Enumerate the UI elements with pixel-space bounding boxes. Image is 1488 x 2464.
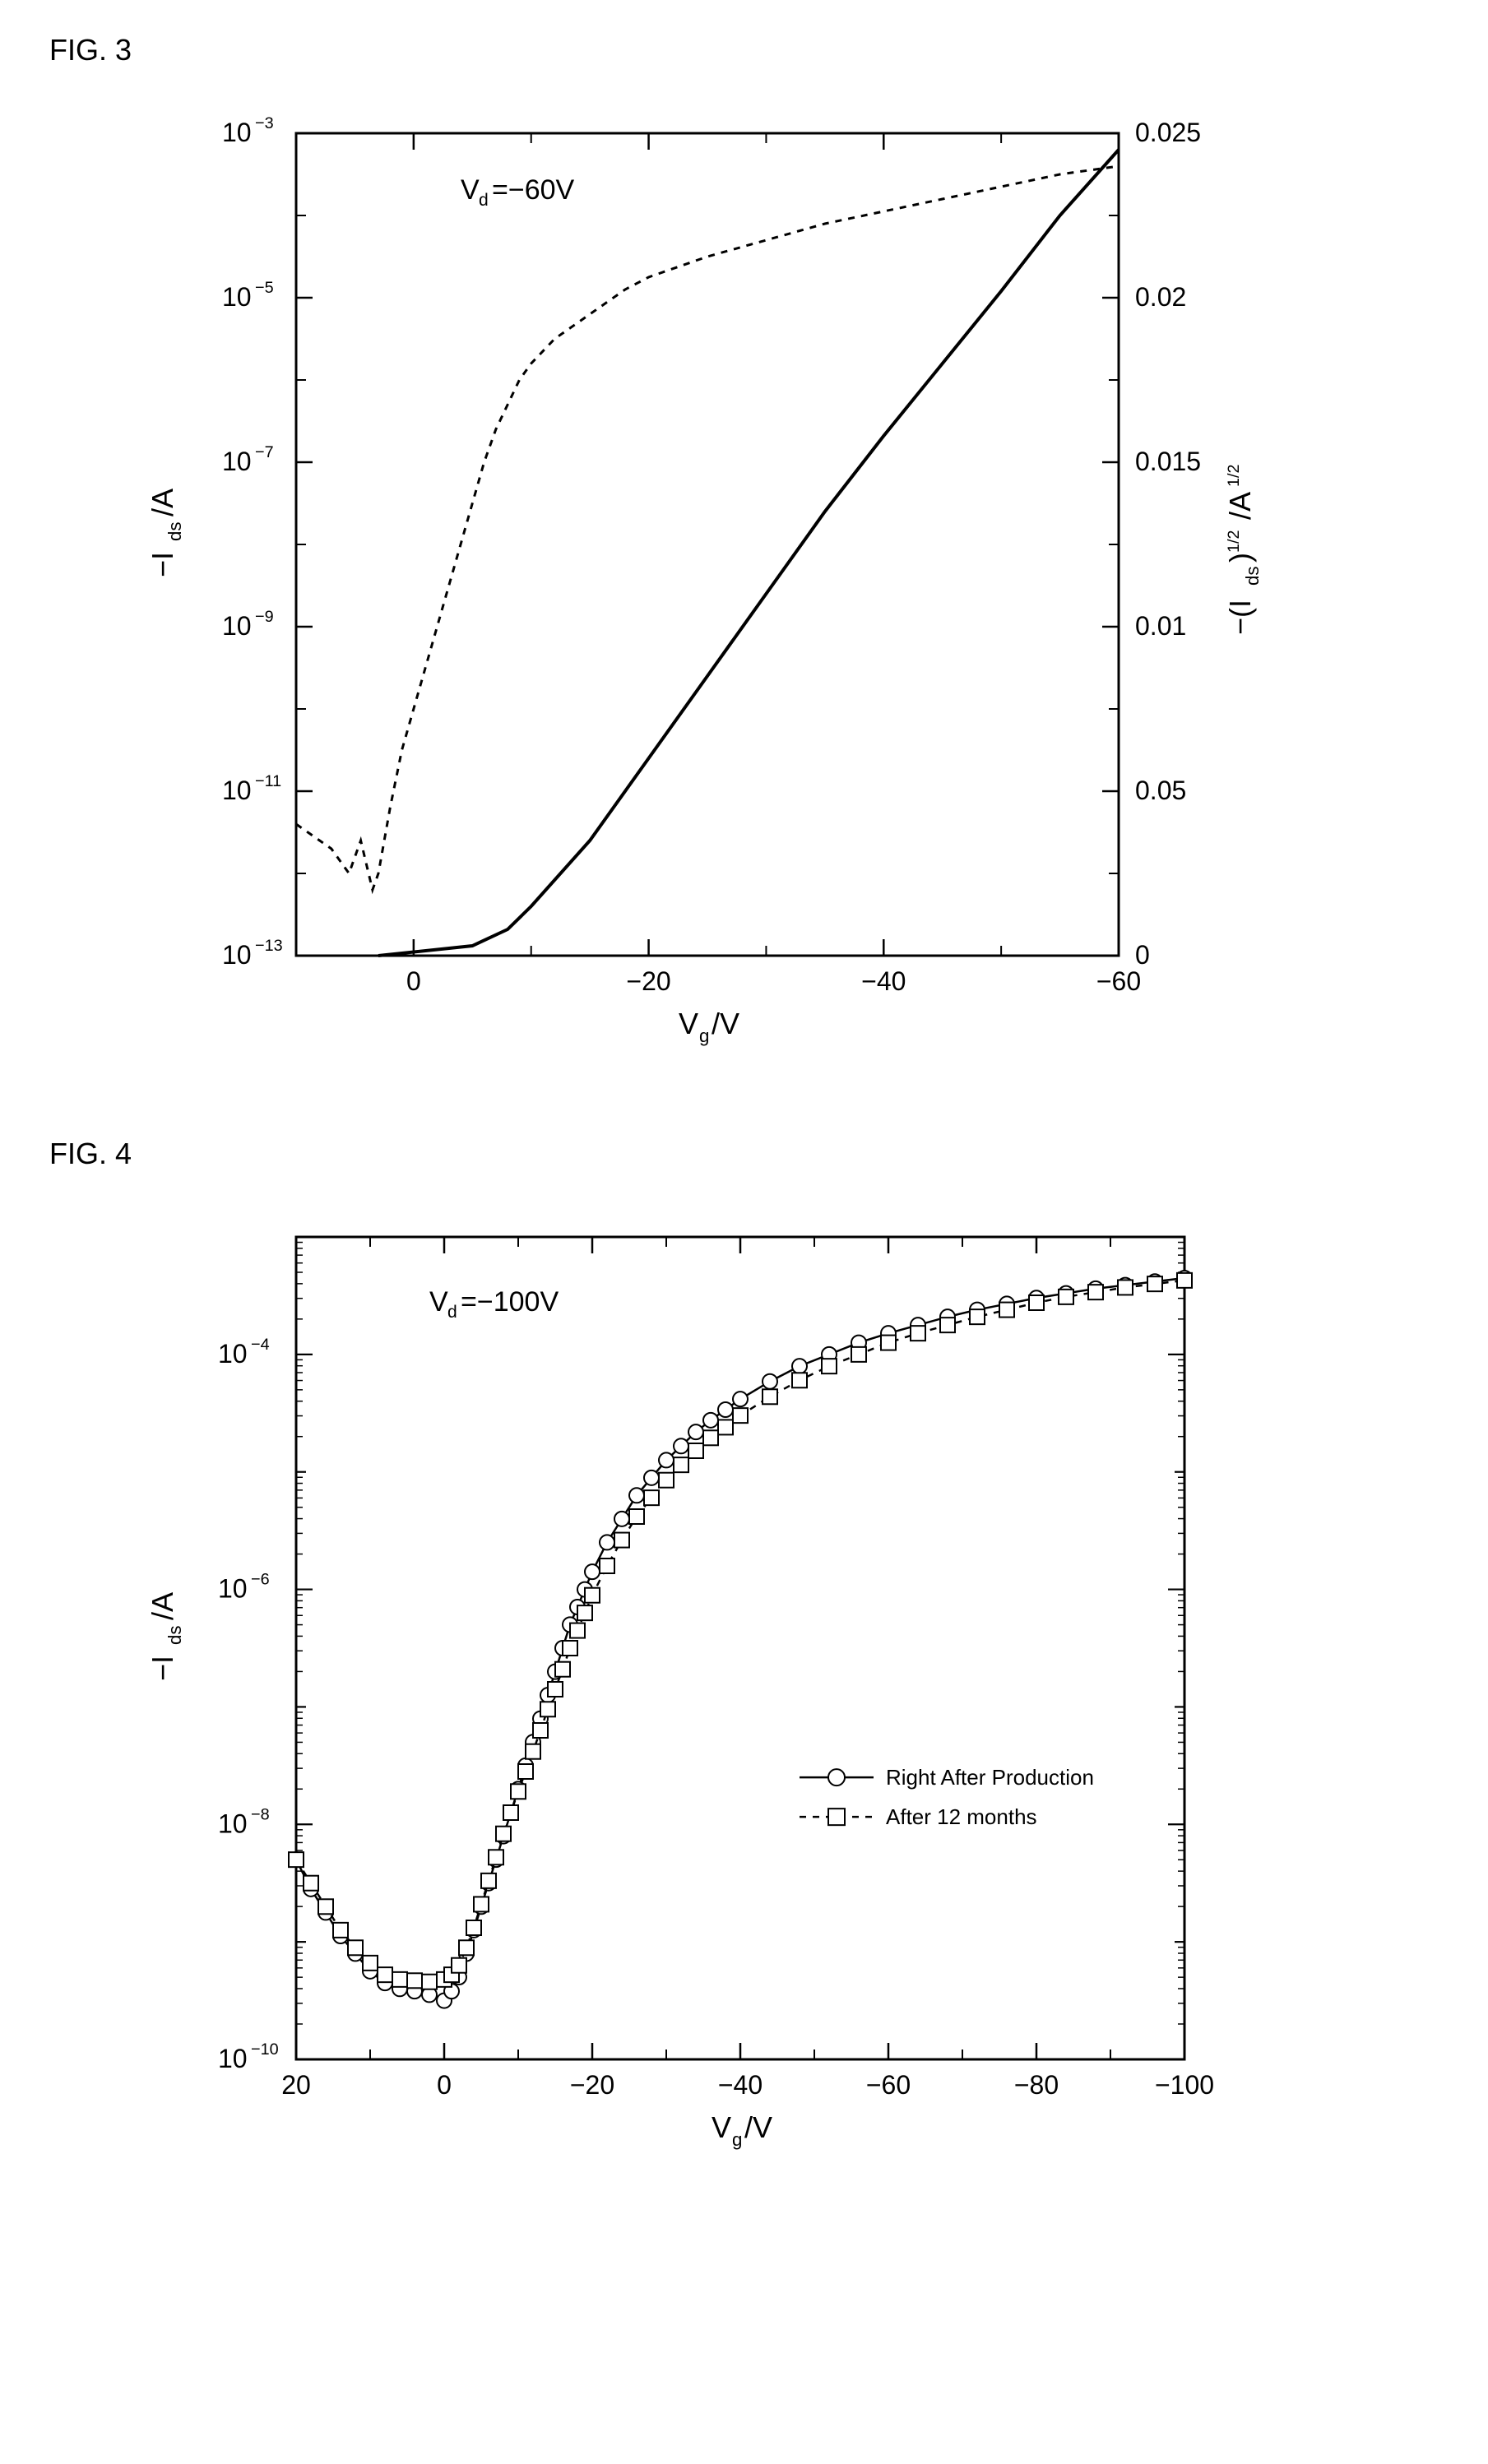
svg-text:−20: −20 [626, 966, 670, 996]
svg-text:V: V [712, 2110, 731, 2144]
svg-text:d: d [479, 191, 489, 210]
svg-text:ds: ds [1242, 566, 1263, 586]
svg-text:10: 10 [222, 611, 252, 641]
svg-text:10: 10 [222, 282, 252, 312]
svg-text:10: 10 [222, 118, 252, 147]
svg-text:/V: /V [744, 2110, 772, 2144]
figure-4: FIG. 4 10−1010−810−610−4200−20−40−60−80−… [33, 1137, 1455, 2175]
svg-text:0.01: 0.01 [1135, 611, 1186, 641]
svg-text:−11: −11 [255, 772, 281, 790]
svg-text:0.015: 0.015 [1135, 447, 1201, 476]
svg-text:10: 10 [222, 776, 252, 805]
svg-text:−10: −10 [251, 2040, 279, 2059]
svg-text:g: g [699, 1026, 709, 1046]
svg-text:ds: ds [165, 1625, 185, 1645]
svg-text:−20: −20 [570, 2070, 614, 2100]
fig4-chart-container: 10−1010−810−610−4200−20−40−60−80−100−Ids… [132, 1188, 1455, 2175]
svg-text:V: V [679, 1007, 698, 1040]
svg-text:After 12 months: After 12 months [886, 1804, 1037, 1829]
svg-text:−9: −9 [255, 608, 274, 626]
svg-text:10: 10 [222, 940, 252, 970]
svg-text:−5: −5 [255, 279, 274, 297]
svg-text:/A: /A [146, 1592, 179, 1620]
svg-text:−7: −7 [255, 443, 274, 461]
svg-text:−40: −40 [718, 2070, 763, 2100]
svg-text:/V: /V [712, 1007, 739, 1040]
fig4-svg: 10−1010−810−610−4200−20−40−60−80−100−Ids… [132, 1188, 1283, 2175]
svg-text:−4: −4 [251, 1336, 270, 1354]
svg-text:10: 10 [218, 1339, 248, 1369]
svg-text:d: d [447, 1303, 457, 1322]
svg-text:0.02: 0.02 [1135, 282, 1186, 312]
svg-text:V: V [429, 1286, 448, 1318]
svg-text:10: 10 [218, 2044, 248, 2073]
svg-text:−60: −60 [1096, 966, 1141, 996]
svg-text:1/2: 1/2 [1225, 530, 1243, 553]
svg-text:10: 10 [222, 447, 252, 476]
svg-text:−60: −60 [866, 2070, 911, 2100]
svg-text:−3: −3 [255, 114, 274, 132]
svg-text:10: 10 [218, 1574, 248, 1604]
svg-text:10: 10 [218, 1809, 248, 1838]
svg-text:0: 0 [1135, 940, 1150, 970]
svg-text:−(I: −(I [1223, 600, 1257, 635]
svg-text:ds: ds [165, 521, 185, 541]
svg-text:−80: −80 [1014, 2070, 1059, 2100]
fig3-chart-container: 10−1310−1110−910−710−510−300.050.010.015… [132, 84, 1455, 1071]
svg-text:−13: −13 [255, 937, 283, 955]
svg-text:/A: /A [1223, 492, 1257, 520]
svg-text:V: V [461, 174, 480, 206]
svg-text:20: 20 [281, 2070, 311, 2100]
svg-text:): ) [1223, 553, 1257, 563]
svg-text:−6: −6 [251, 1571, 270, 1589]
svg-text:−8: −8 [251, 1805, 270, 1823]
svg-text:g: g [732, 2129, 742, 2150]
svg-text:0.025: 0.025 [1135, 118, 1201, 147]
figure-3: FIG. 3 10−1310−1110−910−710−510−300.050.… [33, 33, 1455, 1071]
svg-text:=−60V: =−60V [492, 174, 575, 206]
svg-text:0: 0 [406, 966, 421, 996]
svg-text:1/2: 1/2 [1225, 465, 1243, 488]
fig3-svg: 10−1310−1110−910−710−510−300.050.010.015… [132, 84, 1283, 1071]
svg-text:−40: −40 [861, 966, 906, 996]
fig4-label: FIG. 4 [49, 1137, 1455, 1171]
svg-text:0.05: 0.05 [1135, 776, 1186, 805]
svg-text:−I: −I [146, 1656, 179, 1681]
fig3-label: FIG. 3 [49, 33, 1455, 67]
svg-text:0: 0 [437, 2070, 452, 2100]
svg-text:/A: /A [146, 489, 179, 516]
svg-text:=−100V: =−100V [461, 1286, 559, 1318]
svg-text:−I: −I [146, 552, 179, 577]
svg-text:Right After Production: Right After Production [886, 1765, 1094, 1790]
svg-text:−100: −100 [1155, 2070, 1214, 2100]
